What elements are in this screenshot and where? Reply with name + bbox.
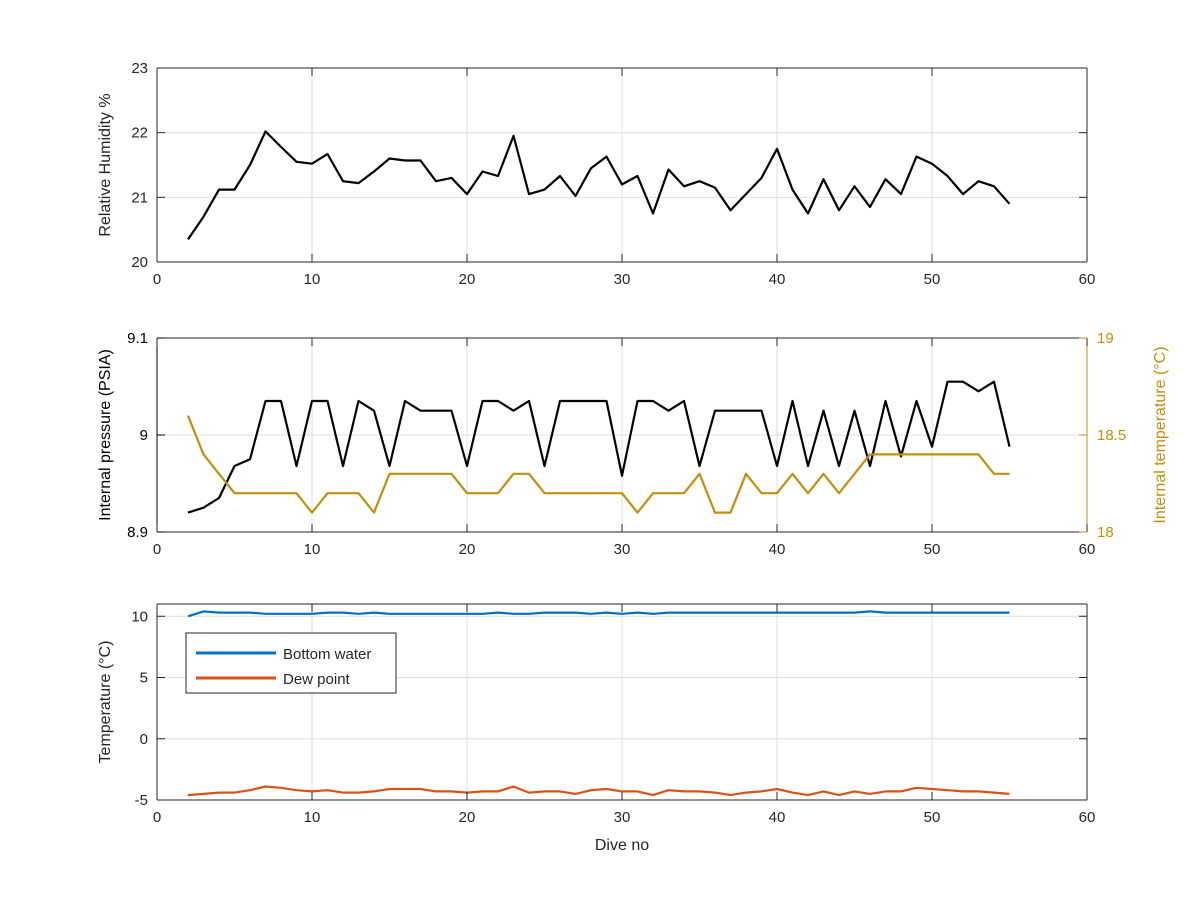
x-tick-label: 40	[769, 809, 786, 826]
x-tick-label: 20	[459, 541, 476, 558]
x-tick-label: 50	[924, 809, 941, 826]
y-tick-label: 20	[131, 254, 148, 271]
y-axis-label: Internal pressure (PSIA)	[97, 349, 114, 521]
x-tick-label: 0	[153, 809, 161, 826]
legend: Bottom water Dew point	[185, 632, 397, 694]
x-tick-label: 30	[614, 541, 631, 558]
y-tick-label: 21	[131, 189, 148, 206]
x-tick-label: 10	[304, 809, 321, 826]
series-line-2	[186, 415, 1010, 514]
x-tick-label: 30	[614, 271, 631, 288]
y2-tick-label: 18.5	[1097, 427, 1126, 444]
y-axis-label: Relative Humidity %	[97, 93, 114, 236]
y-tick-label: 9	[140, 427, 148, 444]
y-tick-label: 5	[140, 670, 148, 687]
y2-tick-label: 19	[1097, 330, 1114, 347]
legend-label: Dew point	[283, 671, 351, 688]
y-tick-label: 23	[131, 60, 148, 77]
x-tick-label: 50	[924, 271, 941, 288]
series-line-1	[187, 610, 1010, 618]
series-line-2	[187, 785, 1010, 797]
y-tick-label: 10	[131, 608, 148, 625]
y-tick-label: 8.9	[127, 524, 148, 541]
x-tick-label: 40	[769, 541, 786, 558]
x-tick-label: 60	[1079, 271, 1096, 288]
y-axis-label: Temperature (°C)	[97, 641, 114, 764]
chart-panel-3: 0 10 20 30 40 50 60 -5 0 5 10 Temperature (°C) Dive …	[97, 603, 1096, 854]
chart-panel-1: 0 10 20 30 40 50 60 20 21 22 23 Relative Humidity %	[97, 60, 1095, 288]
y2-tick-label: 18	[1097, 524, 1114, 541]
y-tick-label: 22	[131, 125, 148, 142]
series-line-1	[187, 130, 1011, 241]
x-tick-label: 50	[924, 541, 941, 558]
y-tick-label: 0	[140, 731, 148, 748]
chart-panel-2: 0 10 20 30 40 50 60 8.9 9 9.1 18 18.5 19 Internal tem…	[97, 330, 1169, 558]
y2-axis-label: Internal temperature (°C)	[1152, 346, 1169, 523]
x-tick-label: 60	[1079, 809, 1096, 826]
x-tick-label: 10	[304, 541, 321, 558]
legend-label: Bottom water	[283, 646, 371, 663]
y-tick-label: -5	[135, 792, 148, 809]
x-axis-label: Dive no	[595, 837, 649, 854]
x-tick-label: 60	[1079, 541, 1096, 558]
y-tick-label: 9.1	[127, 330, 148, 347]
x-tick-label: 40	[769, 271, 786, 288]
x-tick-label: 0	[153, 271, 161, 288]
x-tick-label: 20	[459, 809, 476, 826]
x-tick-label: 20	[459, 271, 476, 288]
x-tick-label: 0	[153, 541, 161, 558]
x-tick-label: 10	[304, 271, 321, 288]
x-tick-label: 30	[614, 809, 631, 826]
legend-box	[185, 632, 397, 694]
